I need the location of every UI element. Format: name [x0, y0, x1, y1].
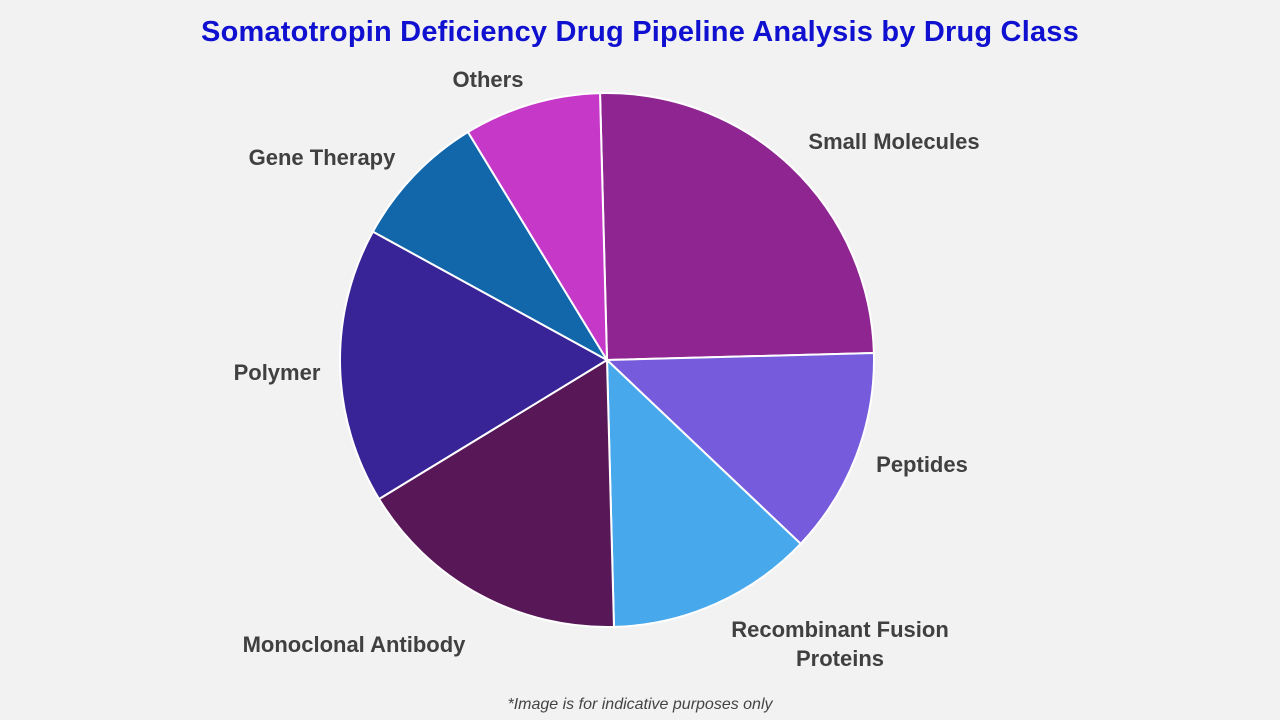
slice-label-others: Others — [453, 67, 524, 92]
footnote: *Image is for indicative purposes only — [507, 696, 773, 713]
slice-label-polymer: Polymer — [234, 360, 321, 385]
chart-title: Somatotropin Deficiency Drug Pipeline An… — [201, 16, 1079, 48]
pie-slice-others — [466, 92, 609, 364]
pie-slice-gene-therapy — [371, 130, 610, 363]
pie-slice-monoclonal-antibody — [377, 358, 616, 628]
slice-label-gene-therapy: Gene Therapy — [249, 145, 396, 170]
pie-slice-small-molecules — [598, 92, 875, 362]
slice-label-recombinant-fusion-proteins: Recombinant Fusion Proteins — [731, 617, 949, 671]
slice-label-peptides: Peptides — [876, 452, 968, 477]
pie-slice-recombinant-fusion-proteins — [605, 357, 803, 628]
slice-label-small-molecules: Small Molecules — [808, 129, 979, 154]
slice-label-monoclonal-antibody: Monoclonal Antibody — [243, 632, 467, 657]
pie-slice-peptides — [604, 351, 875, 546]
pie-slice-polymer — [338, 230, 609, 501]
